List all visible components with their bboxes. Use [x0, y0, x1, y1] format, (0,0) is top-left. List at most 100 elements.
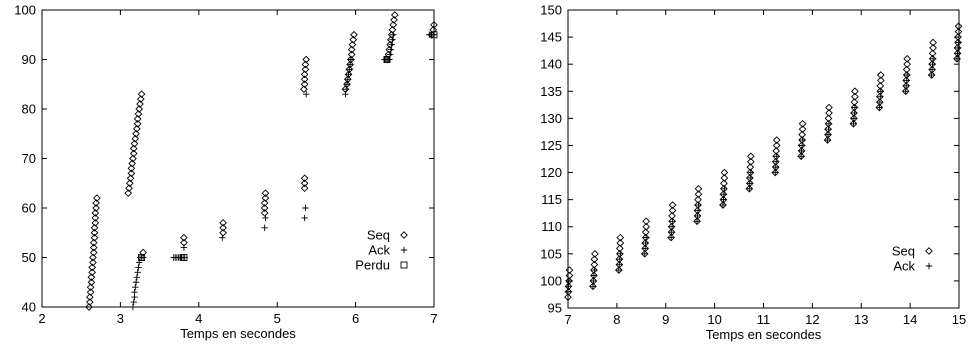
point-seq — [694, 195, 702, 204]
x-tick-label: 3 — [117, 311, 124, 326]
point-seq — [720, 179, 728, 188]
legend-marker-seq — [925, 247, 933, 255]
point-seq — [668, 212, 676, 220]
point-seq — [88, 268, 97, 277]
point-seq — [668, 206, 677, 215]
point-ack — [668, 228, 675, 236]
point-seq — [133, 115, 142, 123]
point-seq — [564, 293, 572, 302]
point-ack — [928, 66, 936, 73]
point-ack — [134, 269, 141, 276]
legend-marker-seq — [400, 231, 408, 239]
point-seq — [746, 157, 755, 166]
point-ack — [928, 71, 935, 79]
x-tick-label: 13 — [854, 312, 868, 327]
x-tick-label: 4 — [195, 311, 202, 326]
point-seq — [876, 71, 885, 79]
point-ack — [133, 274, 141, 281]
point-seq — [615, 260, 624, 269]
point-seq — [85, 303, 93, 311]
point-seq — [390, 11, 399, 19]
point-ack — [642, 239, 649, 247]
point-seq — [590, 255, 599, 264]
y-tick-label: 145 — [540, 30, 562, 45]
point-seq — [86, 283, 95, 292]
point-seq — [134, 110, 143, 118]
point-ack — [797, 153, 805, 160]
point-ack — [590, 277, 597, 285]
point-ack — [747, 169, 754, 176]
point-seq — [260, 204, 269, 212]
point-seq — [301, 60, 310, 69]
point-seq — [131, 134, 140, 143]
point-seq — [124, 189, 133, 197]
legend-label-perdu: Perdu — [355, 258, 390, 273]
point-ack — [851, 109, 858, 117]
point-seq — [300, 85, 308, 94]
x-axis-label: Temps en secondes — [180, 326, 296, 341]
point-seq — [89, 243, 98, 252]
point-ack — [694, 207, 702, 214]
point-seq — [850, 98, 859, 106]
point-seq — [129, 154, 137, 163]
point-ack — [346, 66, 353, 73]
point-seq — [386, 40, 394, 49]
point-seq — [127, 164, 136, 173]
point-ack — [773, 158, 780, 165]
y-tick-label: 50 — [22, 250, 36, 265]
point-seq — [261, 189, 270, 197]
x-tick-label: 6 — [352, 311, 359, 326]
x-tick-label: 7 — [564, 312, 571, 327]
chart-2: 95 100 105 110 115 120 125 130 135 140 145 150 7 8 9 10… — [540, 3, 966, 343]
point-ack — [876, 104, 883, 111]
legend-marker-ack — [925, 262, 933, 270]
point-seq — [87, 278, 96, 287]
point-seq — [616, 239, 625, 247]
point-seq — [565, 266, 574, 274]
legend-marker-ack — [400, 246, 408, 254]
point-seq — [694, 184, 703, 193]
y-tick-label: 130 — [540, 111, 562, 126]
point-ack — [798, 147, 805, 155]
legend-marker-perdu — [400, 261, 408, 269]
point-seq — [927, 71, 936, 79]
point-ack — [591, 266, 598, 274]
point-seq — [128, 159, 136, 168]
point-ack — [344, 76, 351, 83]
point-seq — [180, 233, 188, 242]
point-seq — [300, 174, 309, 183]
series-perdu — [138, 31, 438, 261]
point-seq — [350, 30, 358, 39]
x-tick-label: 11 — [757, 312, 771, 327]
point-ack — [139, 254, 147, 261]
point-seq — [136, 95, 145, 103]
point-seq — [903, 54, 912, 63]
point-ack — [641, 250, 648, 258]
y-tick-label: 125 — [540, 138, 562, 153]
point-seq — [693, 212, 702, 220]
point-seq — [564, 287, 573, 296]
point-ack — [642, 245, 649, 252]
point-seq — [260, 209, 269, 217]
point-seq — [91, 209, 100, 217]
point-seq — [130, 139, 139, 148]
point-ack — [693, 218, 701, 225]
point-ack — [386, 56, 393, 63]
x-tick-label: 8 — [613, 312, 620, 327]
point-seq — [300, 75, 309, 84]
point-ack — [565, 283, 572, 290]
point-ack — [876, 98, 884, 106]
point-seq — [132, 129, 140, 138]
point-ack — [877, 93, 884, 100]
point-ack — [746, 185, 753, 192]
point-seq — [302, 55, 311, 64]
point-ack — [929, 60, 936, 68]
x-axis-label: Temps en secondes — [706, 327, 822, 342]
x-tick-label: 10 — [707, 312, 721, 327]
x-tick-label: 5 — [274, 311, 281, 326]
point-perdu — [180, 254, 188, 261]
point-seq — [430, 21, 438, 29]
y-tick-label: 95 — [548, 301, 562, 316]
y-tick-label: 70 — [22, 151, 36, 166]
